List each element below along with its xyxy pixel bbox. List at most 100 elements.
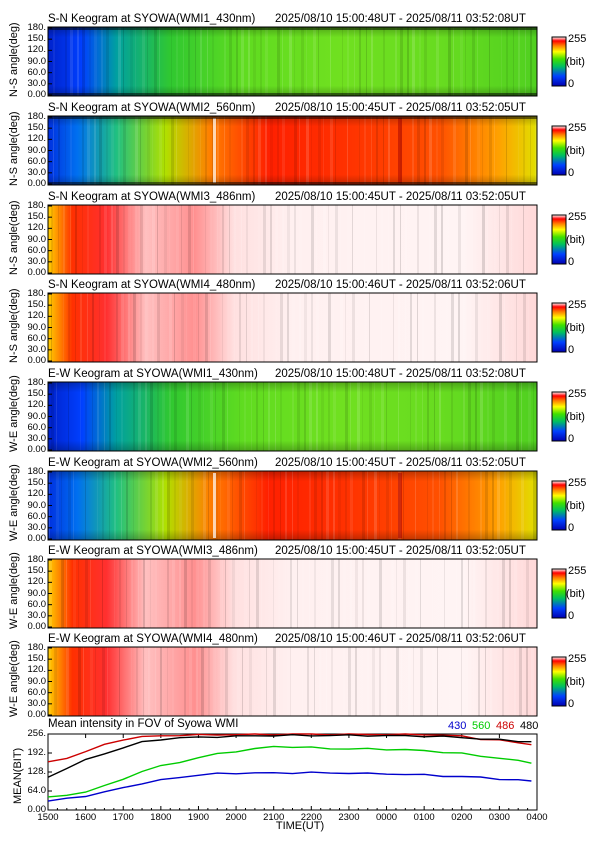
y-tick-label: 90.0	[27, 233, 47, 245]
keogram-streak	[331, 559, 334, 628]
keogram-streak	[239, 293, 241, 362]
keogram-shade	[48, 27, 537, 96]
keogram-streak	[302, 647, 303, 716]
y-tick-label: 60.0	[27, 244, 47, 256]
y-tick-label: 120.	[27, 222, 47, 234]
keogram-streak	[181, 293, 184, 362]
keogram-shade	[48, 382, 537, 451]
keogram-streak	[213, 473, 216, 538]
y-tick-label: 30.0	[27, 77, 47, 89]
keogram-streak	[63, 293, 64, 362]
y-tick-label: 60.0	[27, 332, 47, 344]
y-tick-label: 30.0	[27, 343, 47, 355]
keogram-streak	[302, 559, 304, 628]
y-tick-label: 180.	[27, 466, 47, 477]
keogram-time-range: 2025/08/10 15:00:45UT - 2025/08/11 03:52…	[275, 102, 526, 114]
keogram-streak	[143, 647, 144, 716]
keogram-streak	[494, 205, 497, 274]
colorbar	[551, 391, 567, 442]
keogram-streak	[400, 205, 401, 274]
keogram-streak	[425, 647, 426, 716]
keogram-streak	[80, 293, 82, 362]
keogram-streak	[205, 205, 206, 274]
keogram-streak	[369, 293, 370, 362]
keogram-streak	[347, 205, 350, 274]
keogram-streak	[487, 293, 490, 362]
y-tick-label: 60.0	[27, 686, 47, 698]
keogram-time-range: 2025/08/10 15:00:48UT - 2025/08/11 03:52…	[275, 13, 526, 25]
keogram-streak	[535, 205, 536, 274]
keogram-streak	[225, 647, 228, 716]
keogram-streak	[521, 559, 523, 628]
colorbar	[551, 36, 567, 87]
y-tick-label: 60.0	[27, 510, 47, 522]
keogram-streak	[405, 205, 407, 274]
keogram-streak	[401, 647, 402, 716]
keogram-streak	[83, 647, 84, 716]
x-tick-label: 0300	[488, 812, 510, 823]
keogram-streak	[461, 647, 462, 716]
keogram-streak	[408, 559, 409, 628]
keogram-streak	[519, 647, 522, 716]
y-tick-label: 150.	[27, 388, 47, 400]
keogram-streak	[485, 559, 487, 628]
keogram-streak	[514, 647, 516, 716]
keogram-edge	[48, 27, 537, 30]
keogram-streak	[403, 559, 406, 628]
keogram-streak	[87, 205, 89, 274]
keogram-streak	[75, 205, 77, 274]
keogram-streak	[331, 647, 333, 716]
keogram-streak	[220, 559, 223, 628]
line-plot-xlabel: TIME(UT)	[275, 820, 325, 832]
keogram-streak	[326, 559, 328, 628]
keogram-streak	[299, 205, 302, 274]
keogram-streak	[287, 293, 289, 362]
keogram-streak	[70, 205, 71, 274]
keogram-streak	[511, 205, 512, 274]
series-line-430	[47, 771, 532, 802]
keogram-streak	[188, 205, 191, 274]
keogram-streak	[263, 205, 266, 274]
y-tick-label: 30.0	[27, 521, 47, 533]
keogram-streak	[449, 559, 451, 628]
y-tick-label: 120.	[27, 44, 47, 56]
y-tick-label: 150.	[27, 122, 47, 134]
keogram-streak	[246, 205, 248, 274]
keogram-streak	[273, 647, 276, 716]
series-line-560	[47, 745, 532, 798]
colorbar-unit: (bit)	[566, 499, 585, 512]
keogram-streak	[420, 559, 421, 628]
keogram-streak	[398, 293, 400, 362]
keogram-streak	[213, 118, 216, 183]
keogram-streak	[174, 293, 175, 362]
keogram-streak	[473, 559, 475, 628]
keogram-streak	[90, 559, 91, 628]
keogram-streak	[172, 559, 175, 628]
keogram-streak	[528, 293, 529, 362]
keogram-streak	[376, 205, 377, 274]
keogram-streak	[222, 205, 224, 274]
keogram-streak	[116, 205, 119, 274]
y-axis-label: N-S angle(deg)	[8, 111, 20, 186]
keogram-streak	[367, 559, 370, 628]
y-tick-label: 128.	[27, 766, 47, 777]
keogram-streak	[241, 205, 242, 274]
keogram-streak	[297, 559, 298, 628]
keogram-edge	[48, 182, 537, 185]
keogram-streak	[328, 205, 329, 274]
keogram-streak	[172, 647, 174, 716]
y-tick-label: 0.00	[27, 89, 47, 100]
keogram-2	[47, 115, 567, 186]
keogram-streak	[128, 205, 131, 274]
keogram-streak	[87, 293, 88, 362]
colorbar-min: 0	[568, 78, 575, 90]
keogram-image	[48, 293, 537, 362]
keogram-streak	[461, 559, 463, 628]
keogram-streak	[135, 205, 137, 274]
keogram-streak	[186, 293, 187, 362]
keogram-streak	[201, 647, 204, 716]
y-tick-label: 60.0	[27, 155, 47, 167]
keogram-streak	[453, 205, 455, 274]
y-tick-label: 0.00	[27, 178, 47, 189]
y-tick-label: 150.	[27, 565, 47, 577]
